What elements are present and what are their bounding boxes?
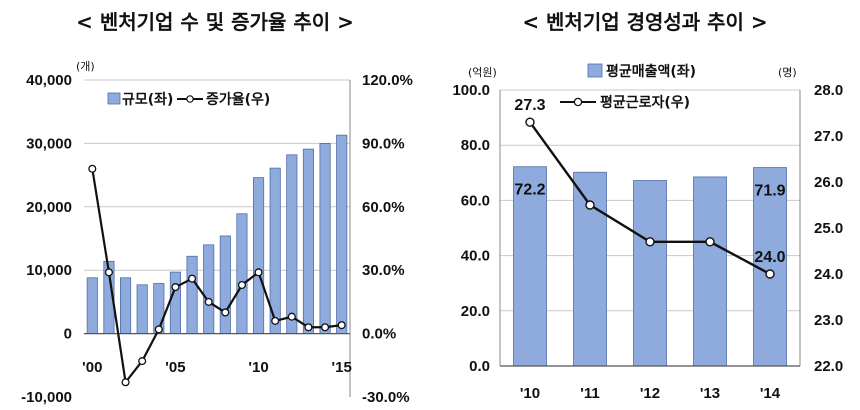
y-right-tick-label: 25.0 [814,220,843,237]
legend-bar-label: 평균매출액(좌) [606,63,696,80]
legend-line-label: 증가율(우) [206,91,270,108]
line-point [271,316,280,325]
y-left-tick-label: 20,000 [26,199,72,216]
y-right-tick-label: -30.0% [362,389,410,406]
y-right-tick-label: 24.0 [814,266,843,283]
line-point [585,200,595,210]
line-point [304,323,313,332]
y-left-tick-label: 0.0 [469,358,490,375]
legend-line-label: 평균근로자(우) [600,94,690,111]
right-chart-title: < 벤처기업 경영성과 추이 > [522,10,768,34]
line-point [765,269,775,279]
y-left-tick-label: 60.0 [461,192,490,209]
bar [513,166,547,367]
legend-bar-swatch [587,63,603,78]
line-point [104,268,113,277]
line-point [705,237,715,247]
y-left-unit: (개) [76,60,95,73]
line-point [204,297,213,306]
line-point [321,323,330,332]
y-right-tick-label: 22.0 [814,358,843,375]
y-left-tick-label: 20.0 [461,303,490,320]
line-point [138,357,147,366]
y-left-tick-label: 80.0 [461,137,490,154]
x-tick-label: '05 [165,359,185,376]
y-right-tick-label: 26.0 [814,174,843,191]
y-right-tick-label: 28.0 [814,82,843,99]
bar-data-label: 72.2 [514,182,545,199]
line-point [254,268,263,277]
legend-line-marker [573,97,583,107]
x-tick-label: '12 [640,385,660,402]
y-left-tick-label: 40,000 [26,72,72,89]
bar [693,176,727,367]
legend-line-marker [186,95,194,103]
line-data-label: 27.3 [514,97,545,114]
legend-bar-label: 규모(좌) [122,92,173,108]
line-point [237,280,246,290]
venture-count-chart: -10,000 0 10,000 20,000 30,000 40,000 -30.0% 0.… [21,60,413,406]
growth-rate-line [91,168,342,385]
y-left-tick-label: -10,000 [21,389,72,406]
y-right-tick-label: 23.0 [814,312,843,329]
x-tick-label: '15 [332,359,352,376]
x-tick-label: '11 [580,385,599,402]
y-left-tick-label: 30,000 [26,135,72,152]
x-tick-label: '10 [520,385,540,402]
line-point [287,312,296,321]
y-left-tick-label: 10,000 [26,262,72,279]
legend-bar-swatch [107,92,121,105]
y-left-tick-label: 100.0 [452,82,490,99]
x-tick-label: '00 [82,359,102,376]
y-right-tick-label: 0.0% [362,326,396,343]
line-point [337,321,346,330]
bar-data-label: 71.9 [754,183,785,200]
x-tick-label: '13 [700,385,720,402]
line-point [221,308,230,317]
line-point [171,283,180,292]
line-point [154,325,163,334]
y-right-tick-label: 30.0% [362,262,405,279]
left-chart-title: < 벤처기업 수 및 증가율 추이 > [76,10,354,34]
y-right-tick-label: 90.0% [362,135,405,152]
bar [633,180,667,367]
line-data-label: 24.0 [754,249,785,266]
y-left-unit: (억원) [468,66,497,79]
y-right-tick-label: 120.0% [362,72,413,89]
line-point [525,117,535,127]
line-point [188,274,197,283]
y-right-tick-label: 27.0 [814,128,843,145]
line-point [88,164,97,173]
y-left-tick-label: 40.0 [461,248,490,265]
line-point [645,237,655,247]
y-right-unit: (명) [778,66,797,79]
y-left-tick-label: 0 [64,326,72,343]
x-tick-label: '10 [248,359,268,376]
y-right-tick-label: 60.0% [362,199,405,216]
line-point [121,378,130,387]
x-tick-label: '14 [760,385,781,402]
